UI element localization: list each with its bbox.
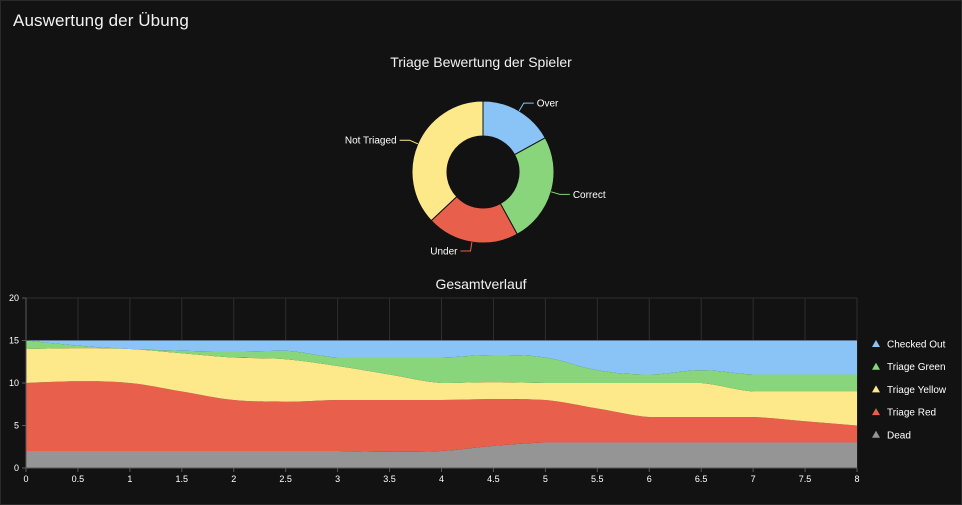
- x-tick-label: 8: [854, 474, 859, 484]
- pie-label-correct: Correct: [573, 190, 606, 201]
- legend-marker-triage-red[interactable]: [872, 408, 880, 416]
- pie-label-under: Under: [430, 247, 458, 258]
- legend-marker-dead[interactable]: [872, 430, 880, 438]
- y-tick-label: 5: [14, 421, 19, 431]
- y-tick-label: 20: [9, 293, 19, 303]
- x-tick-label: 1.5: [176, 474, 189, 484]
- x-tick-label: 6.5: [695, 474, 708, 484]
- pie-leader-not-triaged: [399, 139, 419, 145]
- x-tick-label: 5.5: [591, 474, 604, 484]
- area-chart-title: Gesamtverlauf: [435, 276, 527, 292]
- x-tick-label: 3.5: [383, 474, 396, 484]
- legend-label-triage-green[interactable]: Triage Green: [887, 362, 946, 373]
- legend-marker-checked-out[interactable]: [872, 340, 880, 347]
- pie-label-over: Over: [537, 99, 559, 110]
- area-series-triage-yellow[interactable]: [26, 348, 857, 426]
- page-title: Auswertung der Übung: [13, 11, 189, 30]
- x-tick-label: 5: [543, 474, 548, 484]
- y-tick-label: 10: [9, 378, 19, 388]
- y-tick-label: 15: [9, 336, 19, 346]
- area-series-checked-out[interactable]: [26, 340, 857, 375]
- area-series-triage-green[interactable]: [26, 340, 857, 392]
- x-tick-label: 7: [751, 474, 756, 484]
- x-tick-label: 4: [439, 474, 444, 484]
- legend-marker-triage-green[interactable]: [872, 362, 880, 370]
- legend-marker-triage-yellow[interactable]: [872, 385, 880, 393]
- legend-label-triage-yellow[interactable]: Triage Yellow: [887, 385, 947, 396]
- x-tick-label: 6: [647, 474, 652, 484]
- y-tick-label: 0: [14, 463, 19, 473]
- x-tick-label: 0.5: [72, 474, 85, 484]
- x-tick-label: 0: [23, 474, 28, 484]
- area-series-triage-red[interactable]: [26, 381, 857, 452]
- pie-leader-over: [518, 102, 534, 112]
- x-tick-label: 3: [335, 474, 340, 484]
- x-tick-label: 4.5: [487, 474, 500, 484]
- legend-label-triage-red[interactable]: Triage Red: [887, 408, 936, 419]
- pie-slice-not-triaged[interactable]: [411, 100, 484, 222]
- pie-leader-correct: [551, 191, 570, 195]
- pie-leader-under: [460, 242, 473, 252]
- x-tick-label: 1: [127, 474, 132, 484]
- area-series-dead[interactable]: [26, 442, 857, 469]
- x-tick-label: 2: [231, 474, 236, 484]
- legend-label-checked-out[interactable]: Checked Out: [887, 340, 946, 351]
- donut-chart-title: Triage Bewertung der Spieler: [390, 54, 572, 70]
- x-tick-label: 2.5: [279, 474, 292, 484]
- x-tick-label: 7.5: [799, 474, 812, 484]
- pie-label-not-triaged: Not Triaged: [345, 136, 397, 147]
- legend-label-dead[interactable]: Dead: [887, 430, 911, 441]
